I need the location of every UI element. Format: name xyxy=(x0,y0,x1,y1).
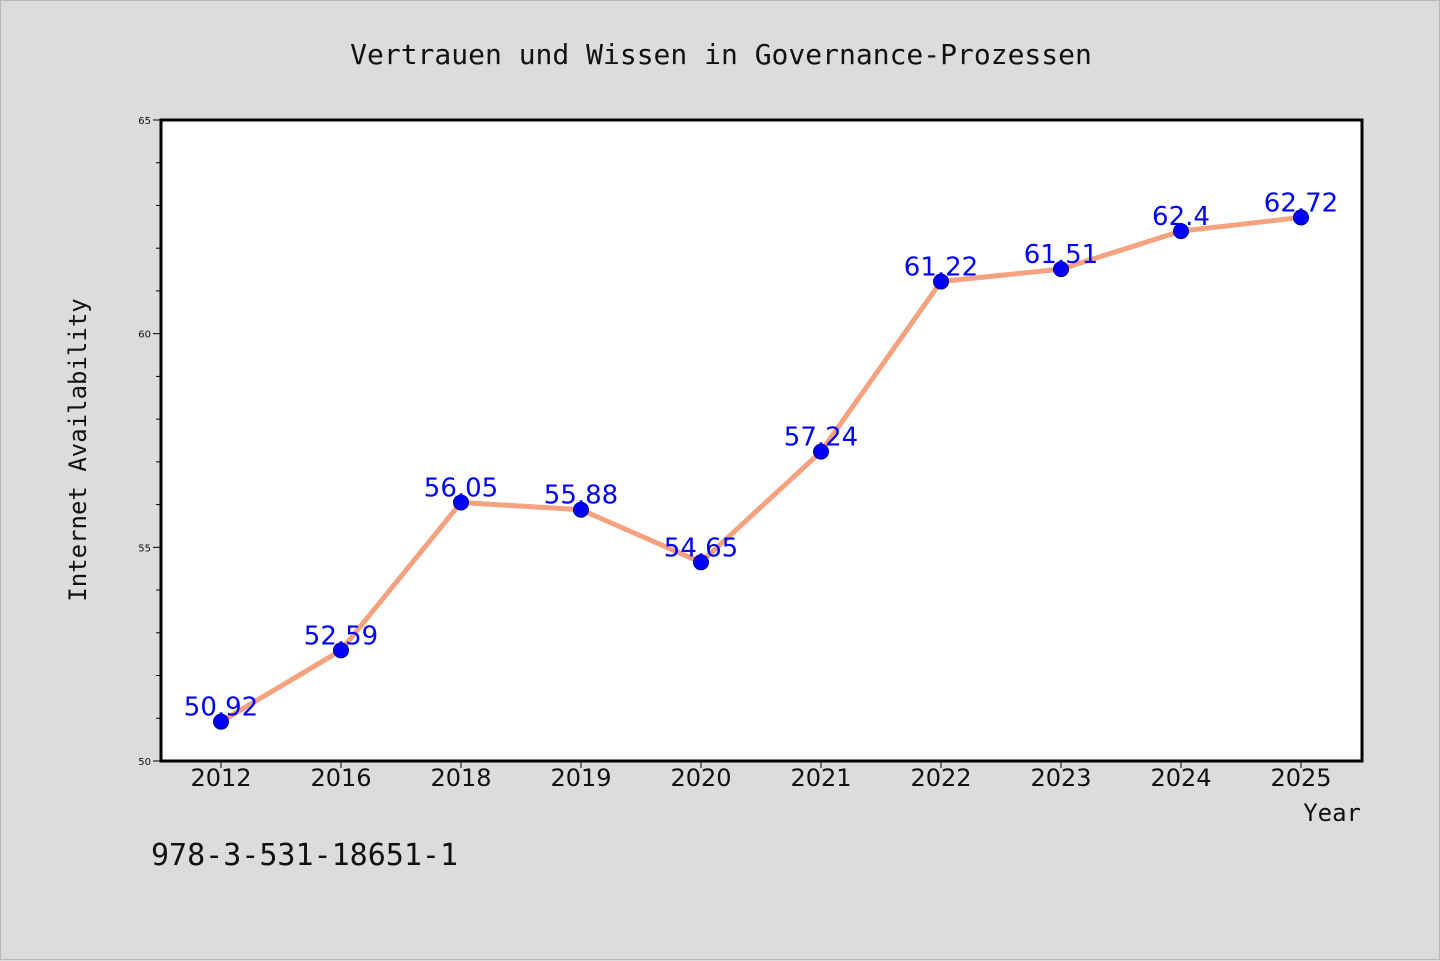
x-axis: 2012 2016 2018 2019 2020 2021 2022 2023 2024 2025 xyxy=(190,761,1332,792)
x-tick-label: 2023 xyxy=(1030,764,1091,792)
data-label: 52.59 xyxy=(304,621,378,651)
data-point xyxy=(213,713,229,730)
y-tick-label: 65 xyxy=(138,116,151,127)
x-tick-label: 2018 xyxy=(430,764,491,792)
data-point xyxy=(333,642,349,659)
data-label: 61.22 xyxy=(904,253,978,283)
data-point xyxy=(453,494,469,511)
x-tick-label: 2019 xyxy=(550,764,611,792)
x-tick-label: 2022 xyxy=(910,764,971,792)
data-label: 50.92 xyxy=(184,693,258,723)
y-axis-title: Internet Availability xyxy=(64,298,92,601)
x-axis-title: Year xyxy=(1303,799,1361,827)
y-tick-label: 55 xyxy=(138,543,151,554)
data-label: 62.72 xyxy=(1264,188,1338,218)
x-tick-label: 2016 xyxy=(310,764,371,792)
x-tick-label: 2020 xyxy=(670,764,731,792)
plot-area xyxy=(159,118,1364,763)
series-layer xyxy=(213,209,1309,730)
data-label: 62.4 xyxy=(1152,202,1210,232)
x-tick-label: 2024 xyxy=(1150,764,1211,792)
y-tick-label: 60 xyxy=(138,330,151,341)
data-point xyxy=(1173,223,1189,240)
y-axis: 50 55 60 65 xyxy=(138,116,161,768)
data-label: 61.51 xyxy=(1024,240,1098,270)
chart-title: Vertrauen und Wissen in Governance-Proze… xyxy=(350,38,1092,71)
footer-code: 978-3-531-18651-1 xyxy=(151,838,458,873)
data-point xyxy=(933,273,949,290)
data-point xyxy=(813,443,829,460)
series-line xyxy=(218,214,1304,725)
data-point xyxy=(1293,209,1309,226)
x-tick-label: 2021 xyxy=(790,764,851,792)
data-point xyxy=(693,554,709,571)
y-tick-label: 50 xyxy=(138,757,151,768)
x-tick-label: 2025 xyxy=(1270,764,1331,792)
data-point xyxy=(573,501,589,518)
data-label: 55.88 xyxy=(544,481,618,511)
data-label-layer: 50.92 52.59 56.05 55.88 54.65 57.24 61.22 61.51… xyxy=(184,188,1338,722)
data-label: 54.65 xyxy=(664,533,738,563)
data-label: 57.24 xyxy=(784,423,858,453)
x-tick-label: 2012 xyxy=(190,764,251,792)
data-point xyxy=(1053,261,1069,278)
data-label: 56.05 xyxy=(424,473,498,503)
